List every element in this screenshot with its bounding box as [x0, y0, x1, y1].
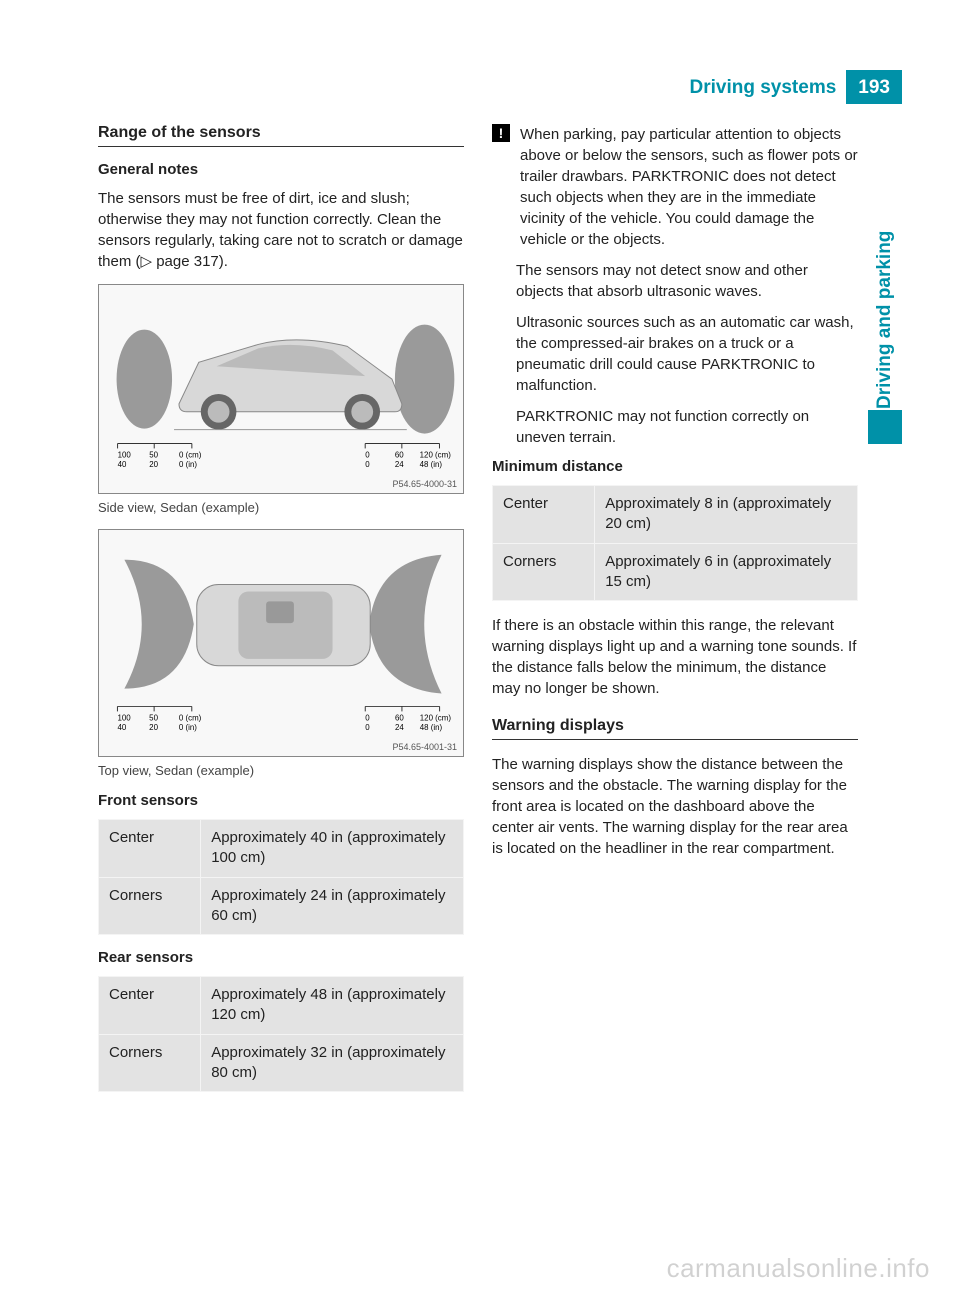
rear-sensors-table: CenterApproximately 48 in (approximately… — [98, 976, 464, 1092]
svg-text:120 (cm): 120 (cm) — [420, 713, 452, 722]
table-row: CornersApproximately 32 in (approximatel… — [99, 1034, 464, 1092]
svg-text:20: 20 — [149, 460, 158, 469]
side-view-svg: 100 50 0 (cm) 40 20 0 (in) 0 60 120 (cm) 0 24 48… — [99, 285, 463, 493]
section-heading: Warning displays — [492, 717, 858, 740]
table-row: CornersApproximately 24 in (approximatel… — [99, 877, 464, 935]
svg-text:24: 24 — [395, 460, 404, 469]
svg-text:0: 0 — [365, 723, 370, 732]
body-text: The sensors may not detect snow and othe… — [516, 260, 858, 302]
svg-text:0: 0 — [365, 450, 370, 459]
svg-text:48 (in): 48 (in) — [420, 723, 443, 732]
subheading-general-notes: General notes — [98, 161, 464, 178]
table-row: CenterApproximately 48 in (approximately… — [99, 977, 464, 1035]
table-row: CornersApproximately 6 in (approximately… — [493, 543, 858, 601]
figure-caption: Side view, Sedan (example) — [98, 500, 464, 515]
body-text: If there is an obstacle within this rang… — [492, 615, 858, 699]
warning-text: When parking, pay particular attention t… — [520, 124, 858, 250]
figure-id: P54.65-4000-31 — [392, 479, 457, 489]
svg-text:60: 60 — [395, 450, 404, 459]
body-text: The warning displays show the distance b… — [492, 754, 858, 859]
header-title: Driving systems — [680, 70, 847, 104]
side-tab-box — [868, 410, 902, 444]
svg-text:60: 60 — [395, 713, 404, 722]
svg-text:20: 20 — [149, 723, 158, 732]
manual-page: Driving systems 193 Driving and parking … — [0, 0, 960, 1302]
page-number: 193 — [846, 70, 902, 104]
subheading-front-sensors: Front sensors — [98, 792, 464, 809]
body-text: The sensors must be free of dirt, ice an… — [98, 188, 464, 272]
svg-text:24: 24 — [395, 723, 404, 732]
figure-side-view: 100 50 0 (cm) 40 20 0 (in) 0 60 120 (cm) 0 24 48… — [98, 284, 464, 494]
svg-text:0 (cm): 0 (cm) — [179, 450, 202, 459]
svg-text:100: 100 — [118, 450, 132, 459]
warning-icon: ! — [492, 124, 510, 142]
left-column: Range of the sensors General notes The s… — [98, 124, 464, 1106]
svg-text:48 (in): 48 (in) — [420, 460, 443, 469]
svg-text:50: 50 — [149, 450, 158, 459]
figure-caption: Top view, Sedan (example) — [98, 763, 464, 778]
content-columns: Range of the sensors General notes The s… — [98, 124, 858, 1106]
svg-text:0 (in): 0 (in) — [179, 460, 197, 469]
watermark: carmanualsonline.info — [667, 1253, 930, 1284]
body-text: PARKTRONIC may not function correctly on… — [516, 406, 858, 448]
subheading-rear-sensors: Rear sensors — [98, 949, 464, 966]
header-bar: Driving systems 193 — [680, 70, 903, 104]
svg-text:40: 40 — [118, 460, 127, 469]
table-row: CenterApproximately 40 in (approximately… — [99, 820, 464, 878]
svg-text:40: 40 — [117, 723, 126, 732]
body-text: Ultrasonic sources such as an automatic … — [516, 312, 858, 396]
figure-id: P54.65-4001-31 — [392, 742, 457, 752]
warning-note: ! When parking, pay particular attention… — [492, 124, 858, 250]
svg-text:100: 100 — [117, 713, 131, 722]
section-heading: Range of the sensors — [98, 124, 464, 147]
svg-text:0 (in): 0 (in) — [179, 723, 197, 732]
min-distance-table: CenterApproximately 8 in (approximately … — [492, 485, 858, 601]
svg-text:0 (cm): 0 (cm) — [179, 713, 202, 722]
front-sensors-table: CenterApproximately 40 in (approximately… — [98, 819, 464, 935]
figure-top-view: 100 50 0 (cm) 40 20 0 (in) 0 60 120 (cm) 0 24 48… — [98, 529, 464, 757]
side-tab: Driving and parking — [868, 145, 902, 415]
svg-text:0: 0 — [365, 460, 370, 469]
svg-text:50: 50 — [149, 713, 158, 722]
svg-text:120 (cm): 120 (cm) — [420, 450, 452, 459]
table-row: CenterApproximately 8 in (approximately … — [493, 486, 858, 544]
svg-text:0: 0 — [365, 713, 370, 722]
subheading-min-distance: Minimum distance — [492, 458, 858, 475]
right-column: ! When parking, pay particular attention… — [492, 124, 858, 1106]
top-view-svg: 100 50 0 (cm) 40 20 0 (in) 0 60 120 (cm) 0 24 48… — [99, 530, 463, 756]
